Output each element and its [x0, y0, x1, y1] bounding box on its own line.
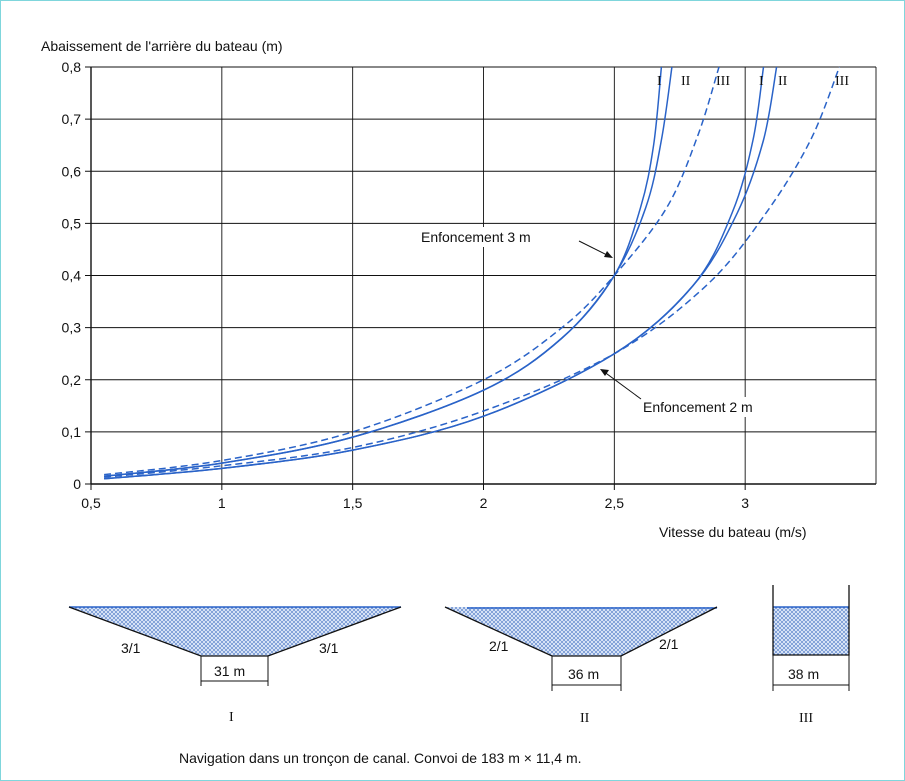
- y-tick-label: 0,4: [62, 268, 82, 284]
- section-I-label: I: [229, 710, 234, 725]
- y-tick-label: 0,1: [62, 424, 82, 440]
- x-tick-label: 2: [480, 495, 488, 511]
- annotation-3m: Enfoncement 3 m: [417, 227, 613, 258]
- annotation-3m-text: Enfoncement 3 m: [421, 229, 531, 245]
- cross-section-III: 38 m III: [772, 585, 850, 726]
- section-II-water: [445, 607, 717, 656]
- y-tick-label: 0,6: [62, 163, 82, 179]
- series-line-2m-III: [104, 66, 841, 478]
- series-label-2m-I: I: [759, 74, 764, 89]
- y-tick-label: 0,8: [62, 59, 82, 75]
- series-labels: I II III I II III: [657, 74, 849, 89]
- section-I-slope-right: 3/1: [319, 640, 339, 656]
- x-tick-label: 1: [218, 495, 226, 511]
- section-I-width: 31 m: [214, 663, 245, 679]
- x-axis-label: Vitesse du bateau (m/s): [659, 524, 807, 540]
- annotation-2m-text: Enfoncement 2 m: [643, 399, 753, 415]
- data-series: [104, 66, 841, 480]
- series-label-3m-I: I: [657, 74, 662, 89]
- y-tick-label: 0,5: [62, 215, 82, 231]
- annotation-3m-arrowhead: [604, 251, 613, 258]
- annotation-2m-bg: [639, 397, 809, 417]
- section-I-water: [69, 607, 401, 656]
- annotation-2m-arrowhead: [600, 369, 609, 376]
- section-III-water: [773, 607, 849, 655]
- series-label-3m-II: II: [681, 74, 691, 89]
- x-tick-label: 1,5: [343, 495, 363, 511]
- section-II-outline: [444, 606, 718, 657]
- section-III-label: III: [799, 711, 813, 726]
- y-axis-label: Abaissement de l'arrière du bateau (m): [41, 38, 283, 54]
- section-I-slope-left: 3/1: [121, 640, 141, 656]
- annotation-2m-arrow: [602, 370, 642, 400]
- annotation-2m: Enfoncement 2 m: [600, 369, 809, 417]
- tick-labels: 0 0,1 0,2 0,3 0,4 0,5 0,6 0,7 0,8 0,5 1 1,5 2 2,5 3: [62, 59, 750, 511]
- figure-caption: Navigation dans un tronçon de canal. Con…: [179, 750, 582, 766]
- grid: [85, 66, 877, 490]
- section-III-outline: [772, 585, 850, 656]
- x-tick-label: 0,5: [81, 495, 101, 511]
- series-label-3m-III: III: [716, 74, 730, 89]
- section-III-width: 38 m: [788, 666, 819, 682]
- cross-section-I: 3/1 3/1 31 m I: [68, 606, 402, 725]
- series-line-2m-I: [104, 66, 765, 480]
- series-label-2m-III: III: [835, 74, 849, 89]
- series-line-3m-III: [104, 66, 720, 476]
- y-tick-label: 0: [73, 476, 81, 492]
- x-tick-label: 2,5: [605, 495, 625, 511]
- section-II-width: 36 m: [568, 666, 599, 682]
- x-tick-label: 3: [741, 495, 749, 511]
- series-line-3m-II: [104, 66, 673, 477]
- series-line-3m-I: [104, 66, 663, 477]
- section-II-slope-left: 2/1: [489, 638, 509, 654]
- annotation-3m-bg: [417, 227, 595, 247]
- section-II-slope-right: 2/1: [659, 636, 679, 652]
- section-II-label: II: [580, 711, 590, 726]
- y-tick-label: 0,2: [62, 372, 82, 388]
- section-I-outline: [68, 606, 402, 657]
- y-tick-label: 0,3: [62, 320, 82, 336]
- series-label-2m-II: II: [778, 74, 788, 89]
- series-line-2m-II: [104, 66, 778, 480]
- y-tick-label: 0,7: [62, 111, 82, 127]
- cross-section-II: 2/1 2/1 36 m II: [444, 606, 718, 726]
